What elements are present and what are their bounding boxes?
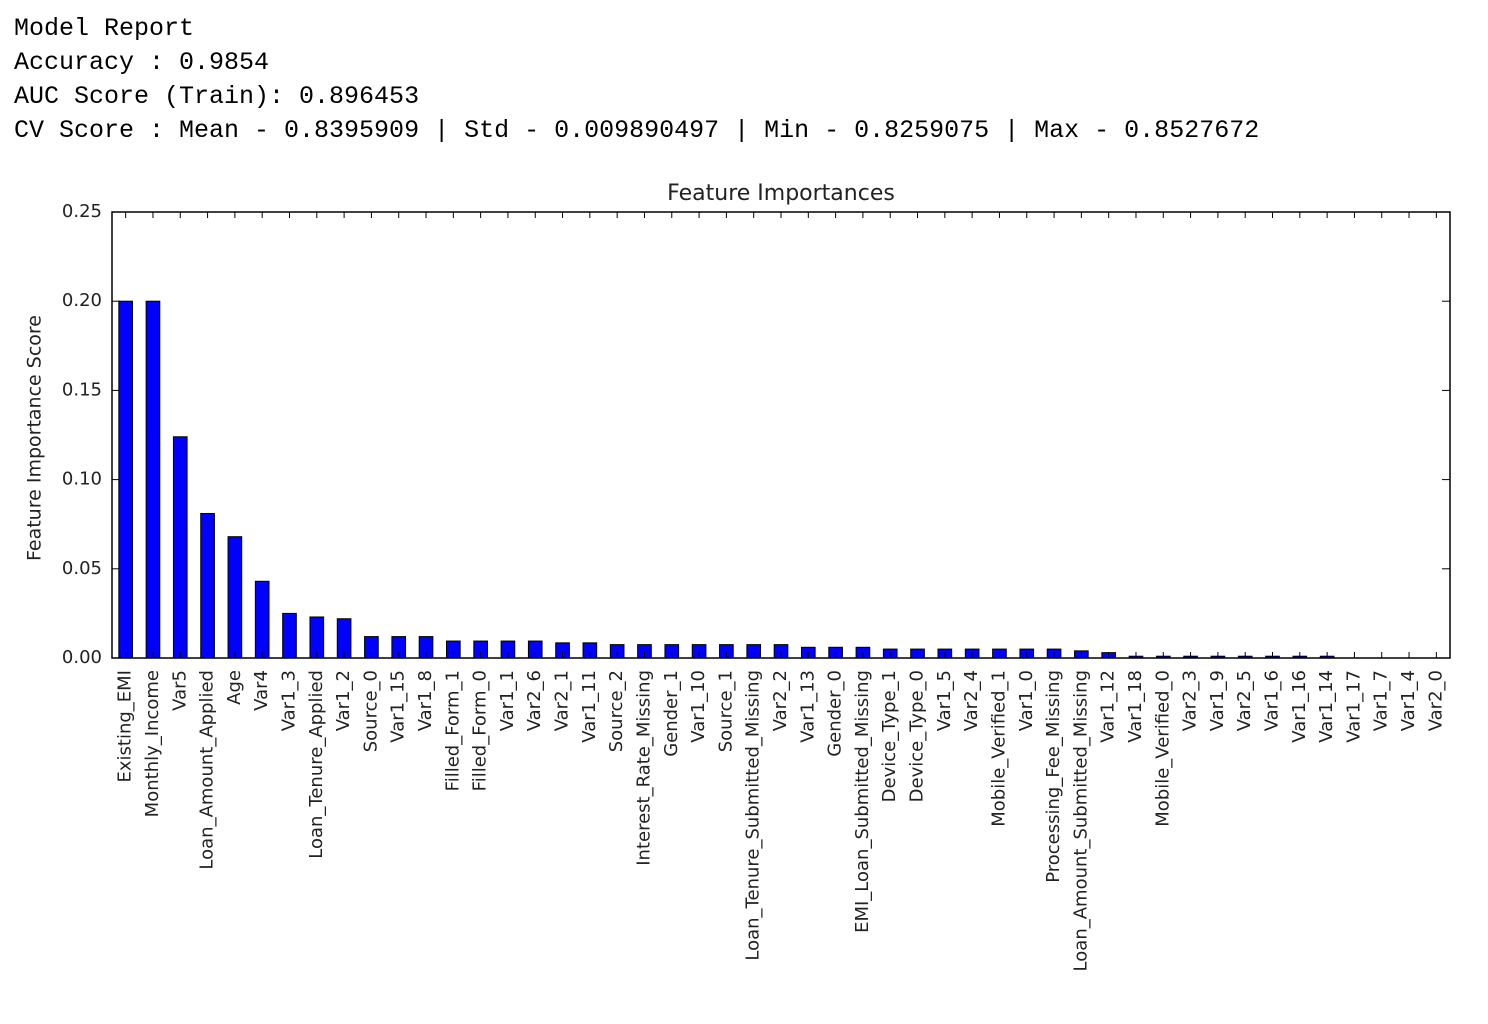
x-tick-label: Filled_Form_1 [442,670,463,791]
x-tick-label: EMI_Loan_Submitted_Missing [852,670,873,933]
x-tick-label: Gender_0 [825,670,846,757]
x-tick-label: Var1_14 [1316,670,1337,743]
bar [282,612,297,659]
x-tick-label: Interest_Rate_Missing [633,670,654,866]
x-tick-label: Var1_13 [797,670,818,743]
x-tick-label: Var1_0 [1016,670,1037,731]
x-tick-label: Var2_0 [1425,670,1446,731]
x-tick-label: Var1_18 [1125,670,1146,743]
x-tick-label: Var1_10 [688,670,709,743]
chart-title: Feature Importances [667,181,895,206]
bar [309,616,325,659]
x-tick-label: Var1_6 [1262,670,1283,731]
x-tick-label: Var2_4 [961,670,982,731]
x-tick-label: Var2_2 [770,670,791,731]
report-line: Accuracy : 0.9854 [14,48,270,77]
bar [118,300,133,659]
x-tick-label: Var1_8 [415,670,436,731]
x-tick-label: Age [224,670,245,705]
x-tick-label: Var1_16 [1289,670,1310,743]
x-tick-label: Var1_11 [579,670,600,743]
x-tick-label: Mobile_Verified_0 [1152,670,1173,827]
report-line: AUC Score (Train): 0.896453 [14,82,420,111]
report-line: Model Report [14,14,195,43]
x-tick-label: Mobile_Verified_1 [988,670,1009,827]
bar [227,536,243,659]
y-axis-label: Feature Importance Score [24,315,46,561]
x-tick-label: Monthly_Income [142,670,163,817]
y-tick-label: 0.10 [62,469,102,490]
y-tick-label: 0.00 [62,647,102,668]
y-tick-label: 0.25 [62,201,102,222]
bar [254,580,270,659]
report-line: CV Score : Mean - 0.8395909 | Std - 0.00… [14,116,1260,145]
x-tick-label: Loan_Amount_Submitted_Missing [1070,670,1091,971]
y-tick-label: 0.15 [62,379,102,400]
x-tick-label: Var2_3 [1180,670,1201,731]
x-tick-label: Var1_15 [388,670,409,743]
x-tick-label: Var1_3 [278,670,299,731]
x-tick-label: Loan_Amount_Applied [197,670,218,870]
x-tick-label: Source_2 [606,670,627,752]
x-tick-label: Existing_EMI [115,670,136,783]
x-tick-label: Loan_Tenure_Submitted_Missing [743,670,764,961]
x-tick-label: Var1_17 [1343,670,1364,743]
x-tick-label: Var1_5 [934,670,955,731]
bar [200,512,215,659]
x-tick-label: Var2_5 [1234,670,1255,731]
x-tick-label: Var4 [251,670,272,711]
x-tick-label: Source_1 [715,670,736,752]
x-tick-label: Loan_Tenure_Applied [306,670,327,859]
bar [145,300,161,659]
x-tick-label: Var1_9 [1207,670,1228,731]
x-tick-label: Device_Type_0 [907,670,928,802]
x-tick-label: Var1_1 [497,670,518,731]
x-tick-label: Var2_1 [552,670,573,731]
x-tick-label: Source_0 [360,670,381,752]
y-tick-label: 0.20 [62,290,102,311]
x-tick-label: Var1_2 [333,670,354,731]
x-tick-label: Processing_Fee_Missing [1043,670,1064,883]
x-tick-label: Var2_6 [524,670,545,731]
x-tick-label: Var1_7 [1371,670,1392,731]
x-tick-label: Var1_12 [1098,670,1119,743]
y-tick-label: 0.05 [62,558,102,579]
x-tick-label: Var5 [169,670,190,711]
bar [172,436,188,659]
x-tick-label: Var1_4 [1398,670,1419,731]
report: Model Report Accuracy : 0.9854 AUC Score (… [14,12,1259,148]
x-tick-label: Filled_Form_0 [470,670,491,791]
plot-frame [111,211,1451,659]
x-tick-label: Gender_1 [661,670,682,757]
x-tick-label: Device_Type_1 [879,670,900,802]
